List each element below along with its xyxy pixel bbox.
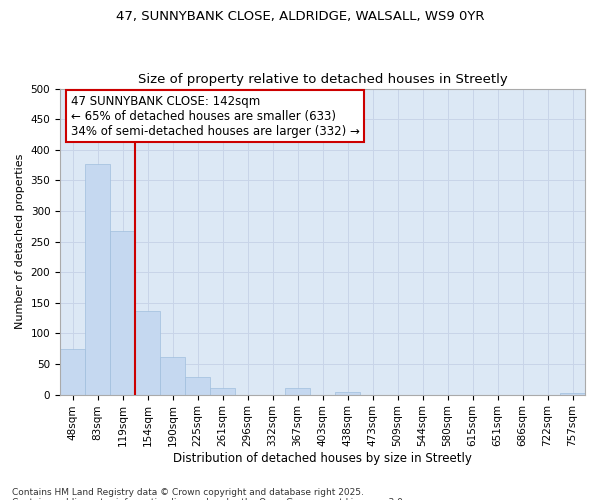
Text: Contains public sector information licensed under the Open Government Licence v3: Contains public sector information licen… — [12, 498, 406, 500]
X-axis label: Distribution of detached houses by size in Streetly: Distribution of detached houses by size … — [173, 452, 472, 465]
Bar — [135, 310, 160, 394]
Bar — [160, 356, 185, 395]
Bar — [60, 350, 85, 395]
Bar — [335, 392, 360, 394]
Text: 47, SUNNYBANK CLOSE, ALDRIDGE, WALSALL, WS9 0YR: 47, SUNNYBANK CLOSE, ALDRIDGE, WALSALL, … — [116, 10, 484, 23]
Bar — [285, 388, 310, 394]
Text: 47 SUNNYBANK CLOSE: 142sqm
← 65% of detached houses are smaller (633)
34% of sem: 47 SUNNYBANK CLOSE: 142sqm ← 65% of deta… — [71, 94, 359, 138]
Bar — [85, 164, 110, 394]
Y-axis label: Number of detached properties: Number of detached properties — [15, 154, 25, 330]
Bar — [210, 388, 235, 394]
Text: Contains HM Land Registry data © Crown copyright and database right 2025.: Contains HM Land Registry data © Crown c… — [12, 488, 364, 497]
Bar — [185, 377, 210, 394]
Bar — [110, 230, 135, 394]
Title: Size of property relative to detached houses in Streetly: Size of property relative to detached ho… — [137, 73, 508, 86]
